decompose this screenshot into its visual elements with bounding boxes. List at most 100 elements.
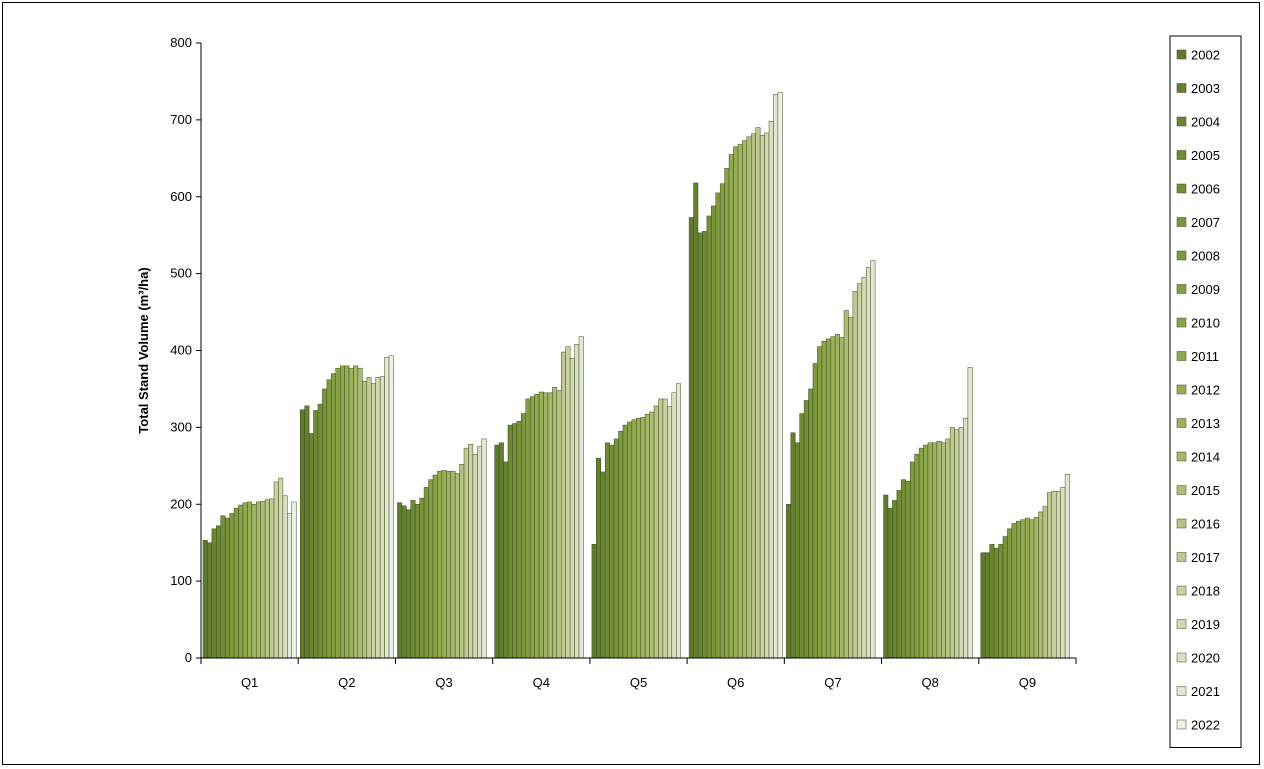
bar-Q3-2004 <box>406 510 410 658</box>
bar-Q2-2014 <box>353 366 357 658</box>
bar-Q2-2012 <box>345 366 349 658</box>
bar-Q9-2010 <box>1016 521 1020 658</box>
legend-label-2017: 2017 <box>1191 550 1220 565</box>
bar-Q9-2012 <box>1025 518 1029 658</box>
bar-Q1-2009 <box>234 508 238 658</box>
bar-Q7-2005 <box>800 414 804 658</box>
bar-Q7-2020 <box>866 267 870 658</box>
y-ticks-group: 0 100 200 300 400 500 600 700 800 <box>170 35 201 665</box>
bar-Q4-2010 <box>530 397 534 658</box>
bar-Q2-2013 <box>349 368 353 658</box>
bar-Q3-2013 <box>446 471 450 658</box>
bar-Q5-2021 <box>676 384 680 658</box>
bar-Q4-2021 <box>579 337 583 658</box>
bar-Q6-2005 <box>702 231 706 658</box>
legend-swatch-2009 <box>1177 285 1186 294</box>
bar-Q4-2014 <box>548 393 552 658</box>
bar-Q2-2009 <box>331 374 335 658</box>
bar-Q7-2008 <box>813 364 817 658</box>
bar-Q3-2017 <box>464 448 468 658</box>
legend-label-2021: 2021 <box>1191 684 1220 699</box>
x-category-label: Q4 <box>533 675 550 690</box>
bar-Q5-2015 <box>650 412 654 658</box>
legend-swatch-2006 <box>1177 184 1186 193</box>
bar-Q9-2008 <box>1007 529 1011 658</box>
bar-Q3-2008 <box>424 487 428 658</box>
bar-Q7-2009 <box>817 347 821 658</box>
bar-Q5-2019 <box>667 407 671 658</box>
bar-Q8-2009 <box>915 454 919 658</box>
bar-Q3-2016 <box>460 464 464 658</box>
bar-Q1-2004 <box>212 529 216 658</box>
bar-Q3-2002 <box>397 503 401 658</box>
x-category-label: Q1 <box>241 675 258 690</box>
bar-Q2-2010 <box>336 368 340 658</box>
bar-Q4-2003 <box>499 443 503 658</box>
bar-Q9-2002 <box>981 553 985 658</box>
bar-Q2-2011 <box>340 366 344 658</box>
legend-label-2015: 2015 <box>1191 483 1220 498</box>
legend-label-2007: 2007 <box>1191 215 1220 230</box>
legend-label-2018: 2018 <box>1191 584 1220 599</box>
bar-Q3-2007 <box>420 498 424 658</box>
bar-Q6-2016 <box>751 134 755 658</box>
bar-Q6-2010 <box>725 168 729 658</box>
legend-label-2022: 2022 <box>1191 718 1220 733</box>
legend-swatch-2007 <box>1177 218 1186 227</box>
legend-label-2010: 2010 <box>1191 316 1220 331</box>
bar-Q3-2012 <box>442 470 446 658</box>
bar-Q8-2002 <box>884 495 888 658</box>
bar-Q6-2014 <box>742 141 746 658</box>
legend-swatch-2014 <box>1177 452 1186 461</box>
legend-swatch-2013 <box>1177 419 1186 428</box>
bar-Q1-2020 <box>283 496 287 658</box>
legend-label-2011: 2011 <box>1191 349 1219 364</box>
bar-Q2-2016 <box>362 381 366 658</box>
bar-Q2-2020 <box>380 377 384 658</box>
bar-Q5-2010 <box>627 422 631 658</box>
bar-Q7-2012 <box>831 337 835 658</box>
bar-Q5-2004 <box>601 472 605 658</box>
y-tick-label: 400 <box>170 343 192 358</box>
bar-Q6-2003 <box>694 183 698 658</box>
bar-Q3-2011 <box>437 471 441 658</box>
bar-Q4-2009 <box>526 399 530 658</box>
bar-Q8-2003 <box>888 508 892 658</box>
legend-swatch-2019 <box>1177 620 1186 629</box>
bar-Q9-2015 <box>1038 512 1042 658</box>
bar-Q1-2022 <box>292 502 296 658</box>
bar-Q5-2002 <box>592 544 596 658</box>
bar-Q8-2016 <box>946 439 950 658</box>
legend-label-2006: 2006 <box>1191 182 1220 197</box>
bar-Q9-2018 <box>1052 491 1056 658</box>
bar-Q2-2017 <box>367 377 371 658</box>
bar-Q7-2018 <box>857 284 861 658</box>
y-tick-label: 700 <box>170 112 192 127</box>
bar-Q1-2014 <box>256 502 260 658</box>
bar-Q2-2015 <box>358 368 362 658</box>
bar-Q7-2013 <box>835 334 839 658</box>
bar-Q8-2017 <box>950 427 954 658</box>
bar-Q3-2009 <box>429 480 433 658</box>
legend-label-2013: 2013 <box>1191 416 1220 431</box>
bar-Q9-2021 <box>1065 474 1069 658</box>
bar-Q4-2007 <box>517 421 521 658</box>
bar-Q4-2012 <box>539 392 543 658</box>
bar-Q5-2014 <box>645 414 649 658</box>
bar-Q1-2002 <box>203 540 207 658</box>
y-tick-label: 200 <box>170 496 192 511</box>
bar-Q6-2015 <box>747 137 751 658</box>
legend-swatch-2011 <box>1177 352 1186 361</box>
bar-Q5-2017 <box>658 399 662 658</box>
bar-Q3-2006 <box>415 504 419 658</box>
bar-Q2-2021 <box>385 357 389 658</box>
bar-Q6-2011 <box>729 154 733 658</box>
bar-Q8-2015 <box>941 443 945 658</box>
bar-Q5-2016 <box>654 406 658 658</box>
legend-label-2005: 2005 <box>1191 148 1220 163</box>
bar-Q2-2002 <box>300 410 304 658</box>
bar-Q3-2005 <box>411 500 415 658</box>
bar-Q7-2016 <box>848 317 852 658</box>
x-category-label: Q7 <box>824 675 841 690</box>
legend-label-2009: 2009 <box>1191 282 1220 297</box>
